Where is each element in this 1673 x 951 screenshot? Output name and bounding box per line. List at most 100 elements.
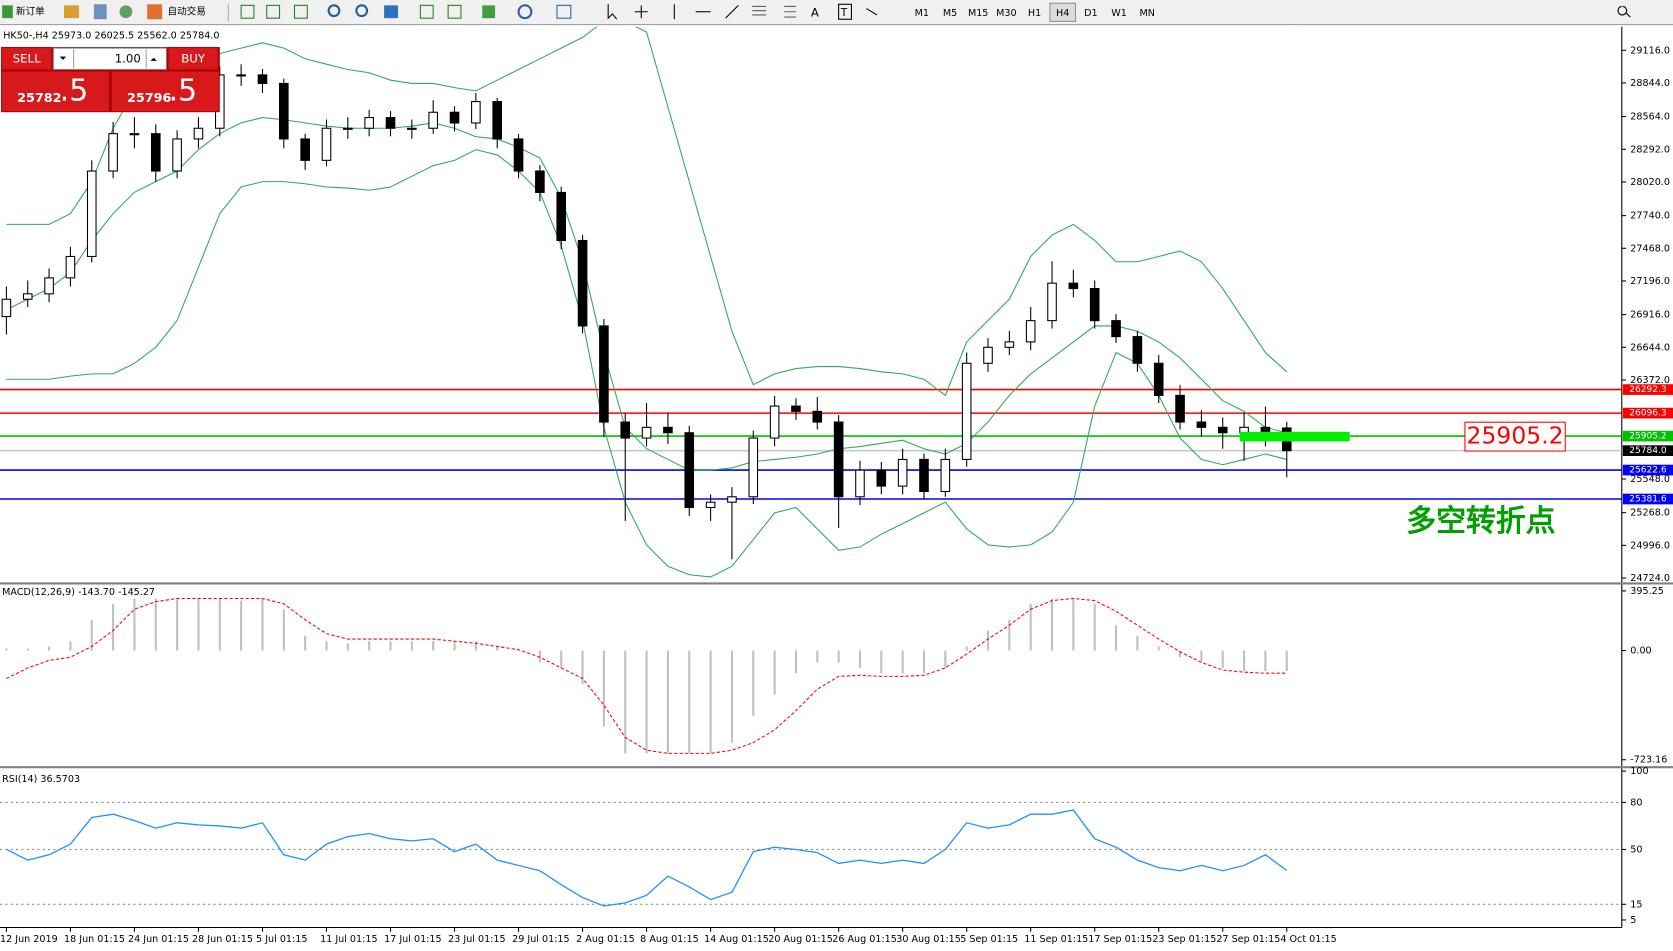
text-tool[interactable]: A [811, 5, 819, 19]
candle-body [236, 74, 246, 77]
level-label: 25784.0 [1629, 446, 1667, 456]
candle-body [812, 410, 823, 423]
y-tick-label: 27740.0 [1630, 211, 1670, 222]
level-label: 26292.3 [1629, 385, 1667, 395]
candle-body [343, 127, 353, 130]
x-tick-label: 12 Jun 2019 [0, 934, 58, 945]
candle-body [513, 138, 524, 172]
rsi-title: RSI(14) 36.5703 [2, 774, 80, 785]
auto-trading-button[interactable]: 自动交易 [168, 6, 206, 18]
bollinger-lower [6, 149, 1287, 578]
x-tick-label: 5 Sep 01:15 [960, 934, 1018, 945]
candle-body [471, 101, 481, 124]
y-tick-label: 100 [1630, 766, 1648, 777]
ask-box[interactable] [112, 71, 219, 112]
timeframe-button[interactable]: H1 [1028, 8, 1041, 19]
candle-body [919, 458, 929, 493]
timeframe-button[interactable]: M1 [915, 8, 929, 19]
candle-body [556, 191, 567, 242]
candle-body [577, 239, 588, 327]
timeframe-button[interactable]: H4 [1056, 8, 1069, 19]
x-tick-label: 17 Sep 01:15 [1088, 934, 1152, 945]
candle-body [1175, 394, 1185, 423]
level-label-box [1622, 407, 1673, 419]
text-label-tool[interactable]: T [840, 6, 848, 19]
candle-body [940, 458, 951, 493]
y-tick-label: 26372.0 [1630, 375, 1670, 386]
x-tick-label: 5 Jul 01:15 [256, 934, 307, 945]
x-tick-label: 14 Aug 01:15 [704, 934, 769, 945]
timeframe-selected [1049, 2, 1077, 22]
candle-body [86, 170, 97, 258]
candle-body [22, 293, 33, 300]
y-tick-label: 0.00 [1630, 646, 1651, 657]
level-label-box [1622, 493, 1673, 505]
new-order-button[interactable]: 新订单 [16, 6, 45, 18]
timeframe-button[interactable]: M5 [943, 8, 957, 19]
y-tick-label: 5 [1630, 915, 1636, 926]
timeframe-button[interactable]: M15 [968, 8, 988, 19]
buy-label[interactable]: BUY [181, 51, 206, 65]
x-tick-label: 2 Aug 01:15 [576, 934, 635, 945]
ask-price: 25796 [127, 91, 172, 106]
y-tick-label: 25548.0 [1630, 474, 1670, 485]
timeframe-button[interactable]: M30 [996, 8, 1016, 19]
sell-label[interactable]: SELL [13, 51, 41, 65]
lot-value[interactable]: 1.00 [115, 51, 141, 65]
y-tick-label: 26916.0 [1630, 310, 1670, 321]
macd-title: MACD(12,26,9) -143.70 -145.27 [2, 587, 155, 598]
candle-body [428, 111, 438, 129]
x-tick-label: 8 Aug 01:15 [640, 934, 699, 945]
candle-body [364, 117, 374, 129]
y-tick-label: 28292.0 [1630, 144, 1670, 155]
candle-body [300, 138, 310, 161]
candle-body [748, 437, 759, 498]
x-tick-label: 24 Jun 01:15 [128, 934, 189, 945]
candle-body [257, 74, 268, 84]
candle-body [407, 127, 417, 130]
candle-body [855, 469, 865, 498]
candle-body [620, 421, 631, 439]
y-tick-label: 25268.0 [1630, 508, 1670, 519]
x-tick-label: 20 Aug 01:15 [768, 934, 833, 945]
candle-body [129, 133, 140, 136]
candle-body [1153, 362, 1164, 396]
candle-body [321, 127, 332, 161]
x-tick-label: 23 Jul 01:15 [448, 934, 505, 945]
candle-body [1047, 282, 1057, 322]
lot-input[interactable] [52, 47, 167, 70]
candle-body [150, 133, 161, 172]
toolbar-text: 新订单 自动交易 A T M1 M5 M15 M30 H1 H4 D1 W1 MN [16, 2, 1155, 22]
y-tick-label: 27196.0 [1630, 276, 1670, 287]
y-tick-label: 28564.0 [1630, 112, 1670, 123]
candle-body [44, 277, 54, 295]
candle-body [641, 426, 652, 439]
candle-body [769, 405, 780, 439]
annotation-text: 多空转折点 [1406, 504, 1555, 539]
y-tick-label: 24724.0 [1630, 573, 1670, 584]
y-tick-label: 50 [1630, 844, 1642, 855]
toolbar-icons [2, 3, 1631, 34]
candle-body [599, 325, 609, 423]
candle-body [727, 496, 737, 503]
toolbar [0, 0, 1673, 25]
chart-title: HK50-,H4 25973.0 26025.5 25562.0 25784.0 [3, 30, 219, 41]
level-label-box [1622, 384, 1673, 395]
chart-area [0, 26, 1622, 928]
candle-body [449, 111, 460, 124]
timeframe-button[interactable]: D1 [1084, 8, 1097, 19]
candle-body [1196, 421, 1207, 428]
candle-body [897, 458, 908, 487]
candle-body [385, 117, 396, 129]
ask-fraction: .5 [169, 73, 197, 108]
candle-body [876, 469, 887, 487]
level-label: 25381.6 [1629, 495, 1667, 505]
timeframe-button[interactable]: MN [1139, 8, 1154, 19]
buy-button[interactable] [168, 48, 218, 70]
timeframe-button[interactable]: W1 [1111, 8, 1127, 19]
sell-button[interactable] [2, 48, 52, 70]
level-label: 25905.2 [1629, 432, 1666, 442]
bid-box[interactable] [2, 71, 109, 112]
candle-body [1025, 320, 1036, 343]
y-tick-label: 28844.0 [1630, 78, 1670, 89]
